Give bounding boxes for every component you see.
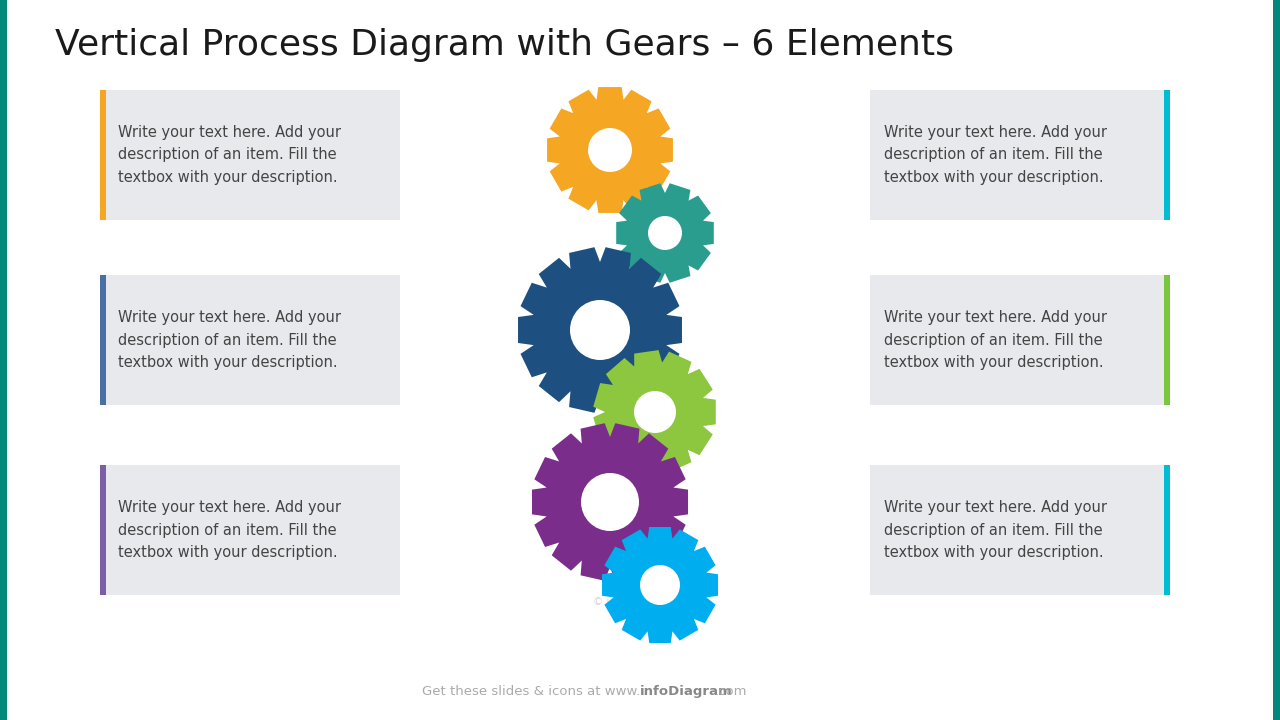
FancyArrowPatch shape bbox=[570, 530, 626, 557]
Bar bbox=[1274, 0, 1280, 720]
Text: Write your text here. Add your
description of an item. Fill the
textbox with you: Write your text here. Add your descripti… bbox=[118, 125, 340, 185]
Text: © infoDiagram.com: © infoDiagram.com bbox=[593, 597, 696, 607]
Bar bbox=[870, 465, 1170, 595]
FancyArrowPatch shape bbox=[577, 174, 637, 208]
FancyArrowPatch shape bbox=[644, 253, 690, 292]
Polygon shape bbox=[602, 527, 718, 643]
Polygon shape bbox=[593, 350, 716, 474]
FancyArrowPatch shape bbox=[557, 358, 618, 382]
Text: Write your text here. Add your
description of an item. Fill the
textbox with you: Write your text here. Add your descripti… bbox=[118, 310, 340, 370]
Text: Write your text here. Add your
description of an item. Fill the
textbox with you: Write your text here. Add your descripti… bbox=[884, 500, 1107, 560]
Text: Write your text here. Add your
description of an item. Fill the
textbox with you: Write your text here. Add your descripti… bbox=[118, 500, 340, 560]
Bar bbox=[1164, 465, 1170, 595]
Circle shape bbox=[640, 565, 680, 605]
Bar bbox=[100, 275, 106, 405]
Bar bbox=[100, 465, 106, 595]
Bar bbox=[0, 0, 6, 720]
Circle shape bbox=[648, 216, 682, 250]
Polygon shape bbox=[616, 183, 714, 283]
Bar bbox=[870, 275, 1170, 405]
Circle shape bbox=[588, 128, 632, 172]
Polygon shape bbox=[532, 423, 689, 581]
Bar bbox=[1164, 90, 1170, 220]
Polygon shape bbox=[518, 247, 682, 413]
Text: infoDiagram: infoDiagram bbox=[640, 685, 732, 698]
Bar bbox=[1164, 275, 1170, 405]
Bar bbox=[100, 90, 399, 220]
Circle shape bbox=[570, 300, 630, 360]
Text: Get these slides & icons at www.: Get these slides & icons at www. bbox=[421, 685, 640, 698]
Circle shape bbox=[634, 391, 676, 433]
Bar bbox=[100, 90, 106, 220]
FancyArrowPatch shape bbox=[652, 437, 686, 465]
Text: Write your text here. Add your
description of an item. Fill the
textbox with you: Write your text here. Add your descripti… bbox=[884, 310, 1107, 370]
Bar bbox=[100, 275, 399, 405]
Polygon shape bbox=[547, 87, 673, 213]
Text: Vertical Process Diagram with Gears – 6 Elements: Vertical Process Diagram with Gears – 6 … bbox=[55, 28, 954, 62]
Bar bbox=[870, 90, 1170, 220]
Text: .com: .com bbox=[716, 685, 748, 698]
Bar bbox=[100, 465, 399, 595]
Circle shape bbox=[581, 473, 639, 531]
Text: Write your text here. Add your
description of an item. Fill the
textbox with you: Write your text here. Add your descripti… bbox=[884, 125, 1107, 185]
